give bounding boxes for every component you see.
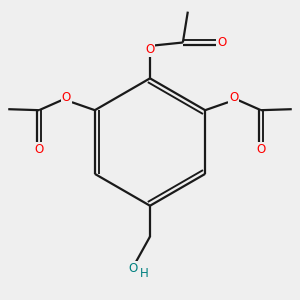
Text: O: O — [218, 36, 227, 49]
Text: O: O — [128, 262, 138, 275]
Text: O: O — [62, 91, 71, 104]
Text: H: H — [140, 266, 149, 280]
Text: O: O — [34, 143, 44, 156]
Text: O: O — [146, 44, 154, 56]
Text: O: O — [256, 143, 266, 156]
Text: O: O — [229, 91, 238, 104]
